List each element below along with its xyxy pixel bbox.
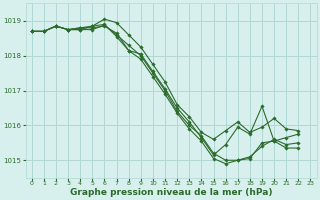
X-axis label: Graphe pression niveau de la mer (hPa): Graphe pression niveau de la mer (hPa) [70,188,272,197]
